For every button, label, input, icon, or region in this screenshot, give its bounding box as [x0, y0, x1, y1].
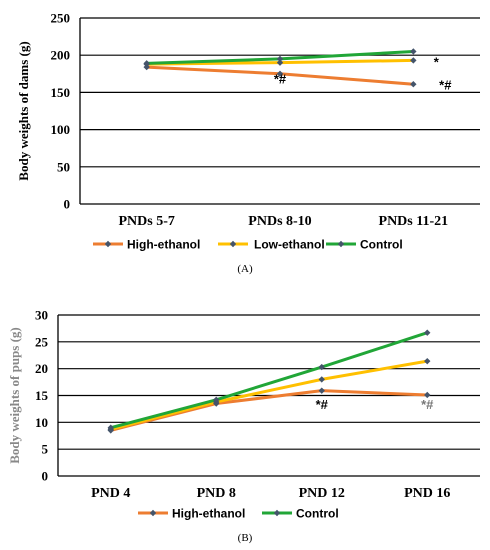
pups-x-tick-label: PND 8: [197, 486, 236, 501]
dams-y-tick-label: 100: [51, 122, 71, 137]
pups-x-tick-label: PND 16: [404, 486, 450, 501]
dams-data-point-control: [276, 55, 284, 63]
pups-y-tick-label: 30: [35, 308, 48, 323]
dams-legend-label-high_ethanol: High-ethanol: [127, 238, 200, 252]
pups-data-point-high_ethanol: [318, 387, 325, 394]
pups-data-point-control: [107, 424, 114, 431]
pups-series-line-control: [110, 331, 428, 430]
pups-significance-annotation: *#: [316, 397, 329, 412]
dams-significance-annotation: *: [434, 54, 440, 69]
pups-y-tick-label: 20: [35, 361, 48, 376]
dams-legend-label-control: Control: [360, 238, 403, 252]
dams-legend-label-low_ethanol: Low-ethanol: [254, 238, 325, 252]
dams-data-point-low_ethanol: [410, 57, 417, 64]
pups-y-tick-label: 25: [35, 334, 49, 349]
pups-legend-label-control: Control: [296, 507, 339, 521]
pups-x-tick-label: PND 4: [91, 486, 130, 501]
dams-x-tick-label: PNDs 5-7: [118, 214, 174, 229]
pups-series-line-low_ethanol: [110, 359, 428, 431]
dams-y-tick-label: 150: [51, 85, 71, 100]
dams-data-point-high_ethanol: [276, 70, 284, 77]
pups-y-tick-label: 15: [35, 388, 49, 403]
dams-y-tick-label: 250: [51, 11, 71, 26]
pups-y-tick-label: 0: [42, 469, 49, 484]
pups-legend-marker-high_ethanol: [149, 509, 157, 517]
dams-data-point-control: [410, 48, 417, 55]
dams-y-tick-label: 50: [57, 159, 70, 174]
pups-y-tick-label: 5: [42, 442, 49, 457]
pups-data-point-control: [424, 329, 431, 336]
dams-y-tick-label: 200: [51, 48, 71, 63]
pups-legend-label-high_ethanol: High-ethanol: [172, 507, 245, 521]
pups-y-axis-label: Body weights of pups (g): [7, 327, 22, 464]
dams-legend-marker-high_ethanol: [104, 240, 112, 248]
dams-significance-annotation: *#: [439, 77, 452, 92]
dams-data-point-high_ethanol: [410, 81, 417, 88]
dams-significance-annotation: *#: [274, 72, 287, 87]
dams-data-point-control: [143, 60, 150, 67]
dams-y-axis-label: Body weights of dams (g): [16, 41, 31, 180]
pups-y-tick-label: 10: [35, 415, 48, 430]
dams-y-tick-label: 0: [64, 197, 71, 212]
pups-significance-annotation: *#: [421, 397, 434, 412]
dams-legend-marker-control: [337, 240, 345, 248]
pups-data-point-low_ethanol: [424, 357, 431, 365]
pups-data-point-low_ethanol: [318, 376, 325, 383]
pups-legend-marker-control: [273, 509, 281, 517]
pups-data-point-control: [318, 363, 325, 371]
pups-data-point-control: [213, 396, 220, 403]
pups-series-line-high_ethanol: [110, 389, 428, 432]
dams-panel-label: (A): [237, 263, 253, 275]
pups-x-tick-label: PND 12: [299, 486, 345, 501]
pups-panel-label: (B): [238, 532, 253, 544]
dams-x-tick-label: PNDs 8-10: [248, 214, 311, 229]
dams-data-point-low_ethanol: [276, 59, 284, 66]
dams-legend-marker-low_ethanol: [229, 240, 237, 248]
pups-data-point-high_ethanol: [424, 391, 431, 399]
dams-x-tick-label: PNDs 11-21: [379, 214, 449, 229]
